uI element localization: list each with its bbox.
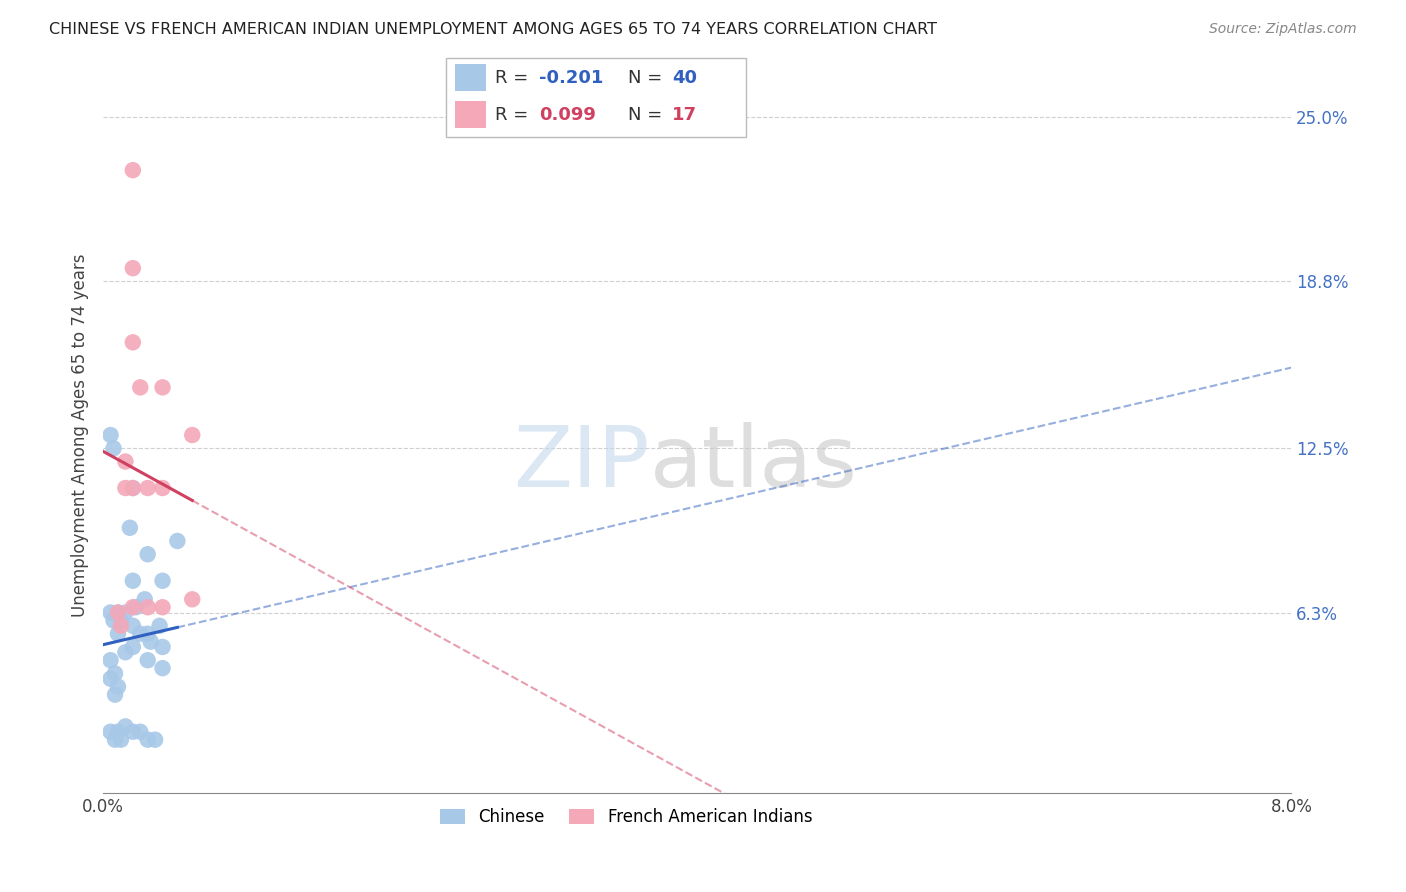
- Point: [136, 547, 159, 561]
- Point: [125, 600, 148, 615]
- Point: [181, 428, 204, 442]
- Point: [148, 619, 170, 633]
- Bar: [456, 102, 486, 128]
- Point: [103, 614, 125, 628]
- Point: [121, 640, 143, 654]
- Point: [104, 732, 127, 747]
- Point: [129, 626, 152, 640]
- Text: atlas: atlas: [650, 422, 858, 505]
- Point: [121, 163, 143, 178]
- Point: [107, 606, 129, 620]
- Point: [136, 732, 159, 747]
- Point: [136, 626, 159, 640]
- Text: ZIP: ZIP: [513, 422, 650, 505]
- Point: [103, 442, 125, 456]
- Text: 40: 40: [672, 70, 697, 87]
- Point: [121, 335, 143, 350]
- Point: [114, 645, 136, 659]
- Point: [121, 261, 143, 276]
- Point: [139, 634, 162, 648]
- Point: [114, 481, 136, 495]
- Point: [152, 640, 174, 654]
- FancyBboxPatch shape: [446, 58, 747, 136]
- Point: [110, 614, 132, 628]
- Point: [110, 619, 132, 633]
- Point: [114, 719, 136, 733]
- Text: 17: 17: [672, 106, 697, 124]
- Point: [107, 724, 129, 739]
- Point: [100, 606, 122, 620]
- Text: N =: N =: [628, 106, 662, 124]
- Text: R =: R =: [495, 106, 529, 124]
- Point: [107, 680, 129, 694]
- Point: [121, 574, 143, 588]
- Point: [129, 380, 152, 394]
- Point: [152, 661, 174, 675]
- Point: [166, 534, 188, 549]
- Point: [136, 481, 159, 495]
- Point: [129, 724, 152, 739]
- Point: [100, 653, 122, 667]
- Point: [134, 592, 156, 607]
- Point: [118, 521, 141, 535]
- Point: [143, 732, 166, 747]
- Point: [181, 592, 204, 607]
- Point: [114, 606, 136, 620]
- Point: [104, 688, 127, 702]
- Text: N =: N =: [628, 70, 662, 87]
- Point: [100, 672, 122, 686]
- Point: [114, 454, 136, 468]
- Point: [152, 600, 174, 615]
- Point: [121, 600, 143, 615]
- Point: [121, 619, 143, 633]
- Point: [152, 481, 174, 495]
- Point: [121, 724, 143, 739]
- Point: [100, 724, 122, 739]
- Point: [107, 626, 129, 640]
- Point: [136, 600, 159, 615]
- Text: 0.099: 0.099: [538, 106, 596, 124]
- Legend: Chinese, French American Indians: Chinese, French American Indians: [432, 800, 821, 834]
- Point: [136, 653, 159, 667]
- Point: [152, 380, 174, 394]
- Y-axis label: Unemployment Among Ages 65 to 74 years: Unemployment Among Ages 65 to 74 years: [72, 253, 89, 616]
- Bar: [456, 64, 486, 92]
- Point: [100, 428, 122, 442]
- Point: [104, 666, 127, 681]
- Point: [107, 606, 129, 620]
- Text: -0.201: -0.201: [538, 70, 603, 87]
- Text: CHINESE VS FRENCH AMERICAN INDIAN UNEMPLOYMENT AMONG AGES 65 TO 74 YEARS CORRELA: CHINESE VS FRENCH AMERICAN INDIAN UNEMPL…: [49, 22, 938, 37]
- Point: [110, 732, 132, 747]
- Text: Source: ZipAtlas.com: Source: ZipAtlas.com: [1209, 22, 1357, 37]
- Point: [152, 574, 174, 588]
- Text: R =: R =: [495, 70, 529, 87]
- Point: [121, 481, 143, 495]
- Point: [121, 481, 143, 495]
